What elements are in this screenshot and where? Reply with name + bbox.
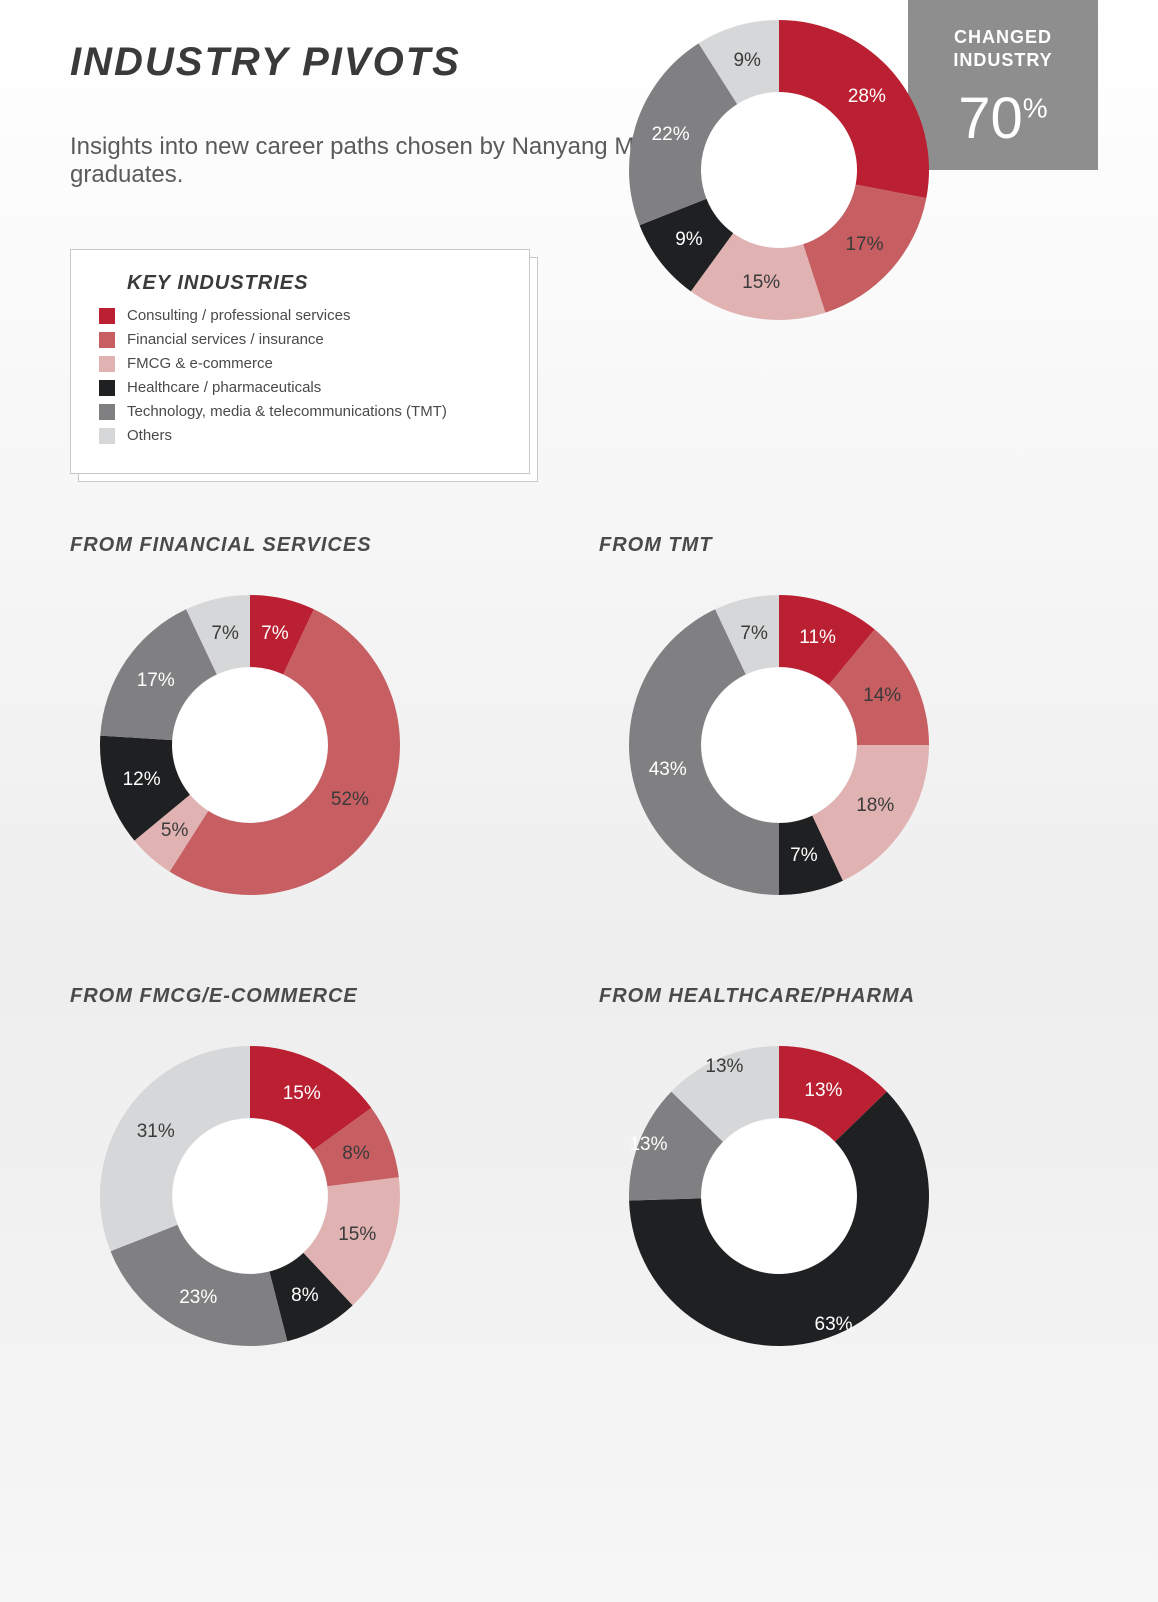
donut-svg xyxy=(70,1016,430,1376)
donut-hole xyxy=(173,1119,328,1274)
donut-hole xyxy=(173,668,328,823)
slice-label-others: 13% xyxy=(705,1056,743,1078)
chart-cell-fmcg: FROM FMCG/E-COMMERCE 15% 8% 15% 8% 23% 31% xyxy=(70,985,559,1376)
slice-label-fmcg: 18% xyxy=(856,795,894,817)
legend-swatch xyxy=(99,308,115,324)
legend-label: Others xyxy=(127,427,172,444)
slice-label-healthcare: 12% xyxy=(123,769,161,791)
slice-label-financial: 14% xyxy=(863,685,901,707)
donut-tmt: 11% 14% 18% 7% 43% 7% xyxy=(599,565,959,925)
slice-label-consulting: 11% xyxy=(799,627,836,649)
legend-item: Others xyxy=(99,427,501,444)
slice-label-tmt: 23% xyxy=(179,1287,217,1309)
slice-label-others: 9% xyxy=(733,50,760,72)
slice-label-financial: 17% xyxy=(845,234,883,256)
slice-label-others: 7% xyxy=(740,623,767,645)
legend-label: Consulting / professional services xyxy=(127,307,350,324)
chart-title: FROM HEALTHCARE/PHARMA xyxy=(599,985,1088,1008)
legend-item: Healthcare / pharmaceuticals xyxy=(99,379,501,396)
slice-label-healthcare: 63% xyxy=(815,1314,853,1336)
legend-label: Financial services / insurance xyxy=(127,331,324,348)
slice-label-tmt: 22% xyxy=(652,124,690,146)
slice-label-healthcare: 7% xyxy=(790,845,817,867)
legend-item: FMCG & e-commerce xyxy=(99,355,501,372)
slice-label-healthcare: 9% xyxy=(675,229,702,251)
chart-title: FROM TMT xyxy=(599,534,1088,557)
donut-fmcg: 15% 8% 15% 8% 23% 31% xyxy=(70,1016,430,1376)
slice-label-consulting: 15% xyxy=(283,1083,321,1105)
donut-svg xyxy=(70,565,430,925)
donut-svg xyxy=(599,1016,959,1376)
chart-cell-tmt: FROM TMT 11% 14% 18% 7% 43% 7% xyxy=(599,534,1088,925)
donut-financial: 7% 52% 5% 12% 17% 7% xyxy=(70,565,430,925)
slice-label-tmt: 17% xyxy=(137,670,175,692)
slice-label-others: 7% xyxy=(211,623,238,645)
donut-hole xyxy=(702,93,857,248)
chart-title: FROM FINANCIAL SERVICES xyxy=(70,534,559,557)
legend-swatch xyxy=(99,428,115,444)
legend-label: Healthcare / pharmaceuticals xyxy=(127,379,321,396)
donut-hole xyxy=(702,1119,857,1274)
slice-label-tmt: 13% xyxy=(629,1134,667,1156)
donut-hole xyxy=(702,668,857,823)
chart-cell-consulting: FROM CONSULTING 28%17%15%9%22%9% xyxy=(599,0,1088,474)
slice-label-fmcg: 5% xyxy=(161,820,188,842)
legend-swatch xyxy=(99,380,115,396)
legend-label: Technology, media & telecommunications (… xyxy=(127,403,447,420)
legend-label: FMCG & e-commerce xyxy=(127,355,273,372)
legend-swatch xyxy=(99,356,115,372)
legend-title: KEY INDUSTRIES xyxy=(127,272,501,295)
donut-consulting: 28% 17% 15% 9% 22% 9% xyxy=(599,0,959,350)
slice-label-healthcare: 8% xyxy=(291,1285,318,1307)
legend-swatch xyxy=(99,404,115,420)
chart-title: FROM FMCG/E-COMMERCE xyxy=(70,985,559,1008)
legend-items: Consulting / professional services Financ… xyxy=(99,307,501,444)
legend-cell: KEY INDUSTRIES Consulting / professional… xyxy=(70,229,559,474)
legend-item: Financial services / insurance xyxy=(99,331,501,348)
slice-label-consulting: 28% xyxy=(848,86,886,108)
chart-cell-healthcare: FROM HEALTHCARE/PHARMA 13% 63% 13% 13% xyxy=(599,985,1088,1376)
legend-box: KEY INDUSTRIES Consulting / professional… xyxy=(70,249,530,474)
slice-label-fmcg: 15% xyxy=(742,272,780,294)
donut-svg xyxy=(599,565,959,925)
chart-cell-financial: FROM FINANCIAL SERVICES 7% 52% 5% 12% 17% 7% xyxy=(70,534,559,925)
donut-healthcare: 13% 63% 13% 13% xyxy=(599,1016,959,1376)
slice-label-others: 31% xyxy=(137,1121,175,1143)
slice-label-financial: 8% xyxy=(342,1143,369,1165)
legend-swatch xyxy=(99,332,115,348)
slice-label-consulting: 13% xyxy=(804,1080,842,1102)
slice-label-fmcg: 15% xyxy=(338,1224,376,1246)
donut-svg xyxy=(599,0,959,350)
legend-item: Consulting / professional services xyxy=(99,307,501,324)
legend-item: Technology, media & telecommunications (… xyxy=(99,403,501,420)
slice-label-consulting: 7% xyxy=(261,623,288,645)
slice-label-tmt: 43% xyxy=(649,759,687,781)
slice-label-financial: 52% xyxy=(331,789,369,811)
